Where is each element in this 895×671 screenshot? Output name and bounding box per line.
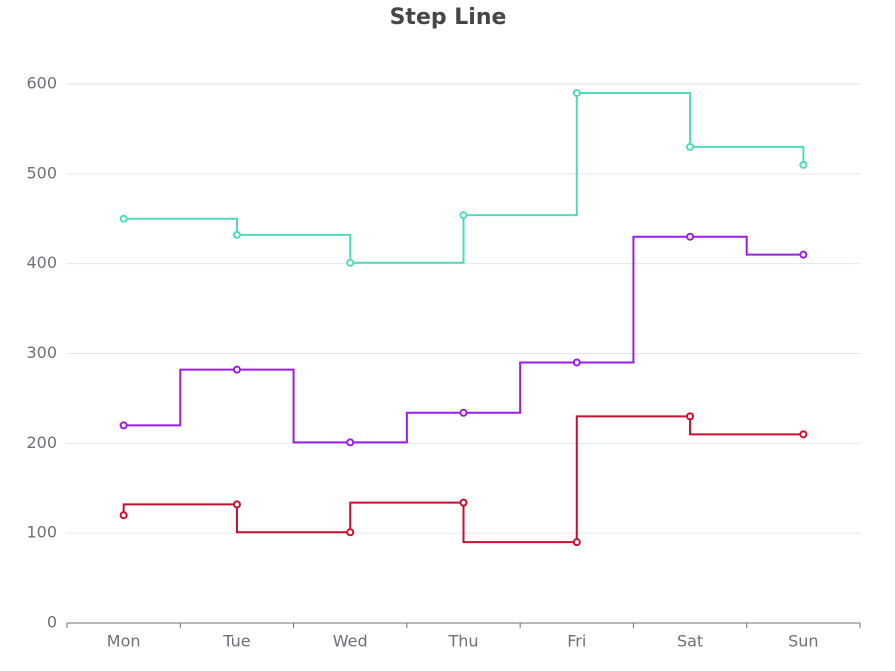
y-tick-label: 300: [26, 343, 57, 362]
y-tick-label: 600: [26, 74, 57, 93]
data-point: [119, 421, 128, 430]
x-tick-label: Sun: [788, 632, 818, 651]
data-point: [572, 88, 581, 97]
y-tick-label: 500: [26, 163, 57, 182]
data-point: [686, 232, 695, 241]
x-tick-label: Fri: [567, 632, 586, 651]
y-tick-label: 100: [26, 523, 57, 542]
data-point: [232, 500, 241, 509]
data-point: [459, 211, 468, 220]
data-point: [799, 160, 808, 169]
chart-title: Step Line: [390, 5, 507, 30]
data-point: [119, 214, 128, 223]
data-point: [686, 142, 695, 151]
data-point: [232, 230, 241, 239]
step-line: [122, 415, 804, 544]
data-point: [686, 412, 695, 421]
x-tick-label: Mon: [107, 632, 141, 651]
data-point: [346, 528, 355, 537]
y-tick-label: 400: [26, 253, 57, 272]
x-tick-label: Sat: [677, 632, 703, 651]
data-point: [799, 250, 808, 259]
x-tick-label: Tue: [222, 632, 250, 651]
x-tick-label: Wed: [333, 632, 368, 651]
y-tick-label: 200: [26, 433, 57, 452]
x-tick-label: Thu: [447, 632, 478, 651]
data-point: [799, 430, 808, 439]
data-point: [459, 408, 468, 417]
y-tick-label: 0: [47, 613, 57, 632]
data-point: [232, 365, 241, 374]
data-point: [346, 438, 355, 447]
data-point: [572, 538, 581, 547]
data-point: [346, 258, 355, 267]
data-point: [119, 511, 128, 520]
data-point: [572, 358, 581, 367]
data-point: [459, 498, 468, 507]
